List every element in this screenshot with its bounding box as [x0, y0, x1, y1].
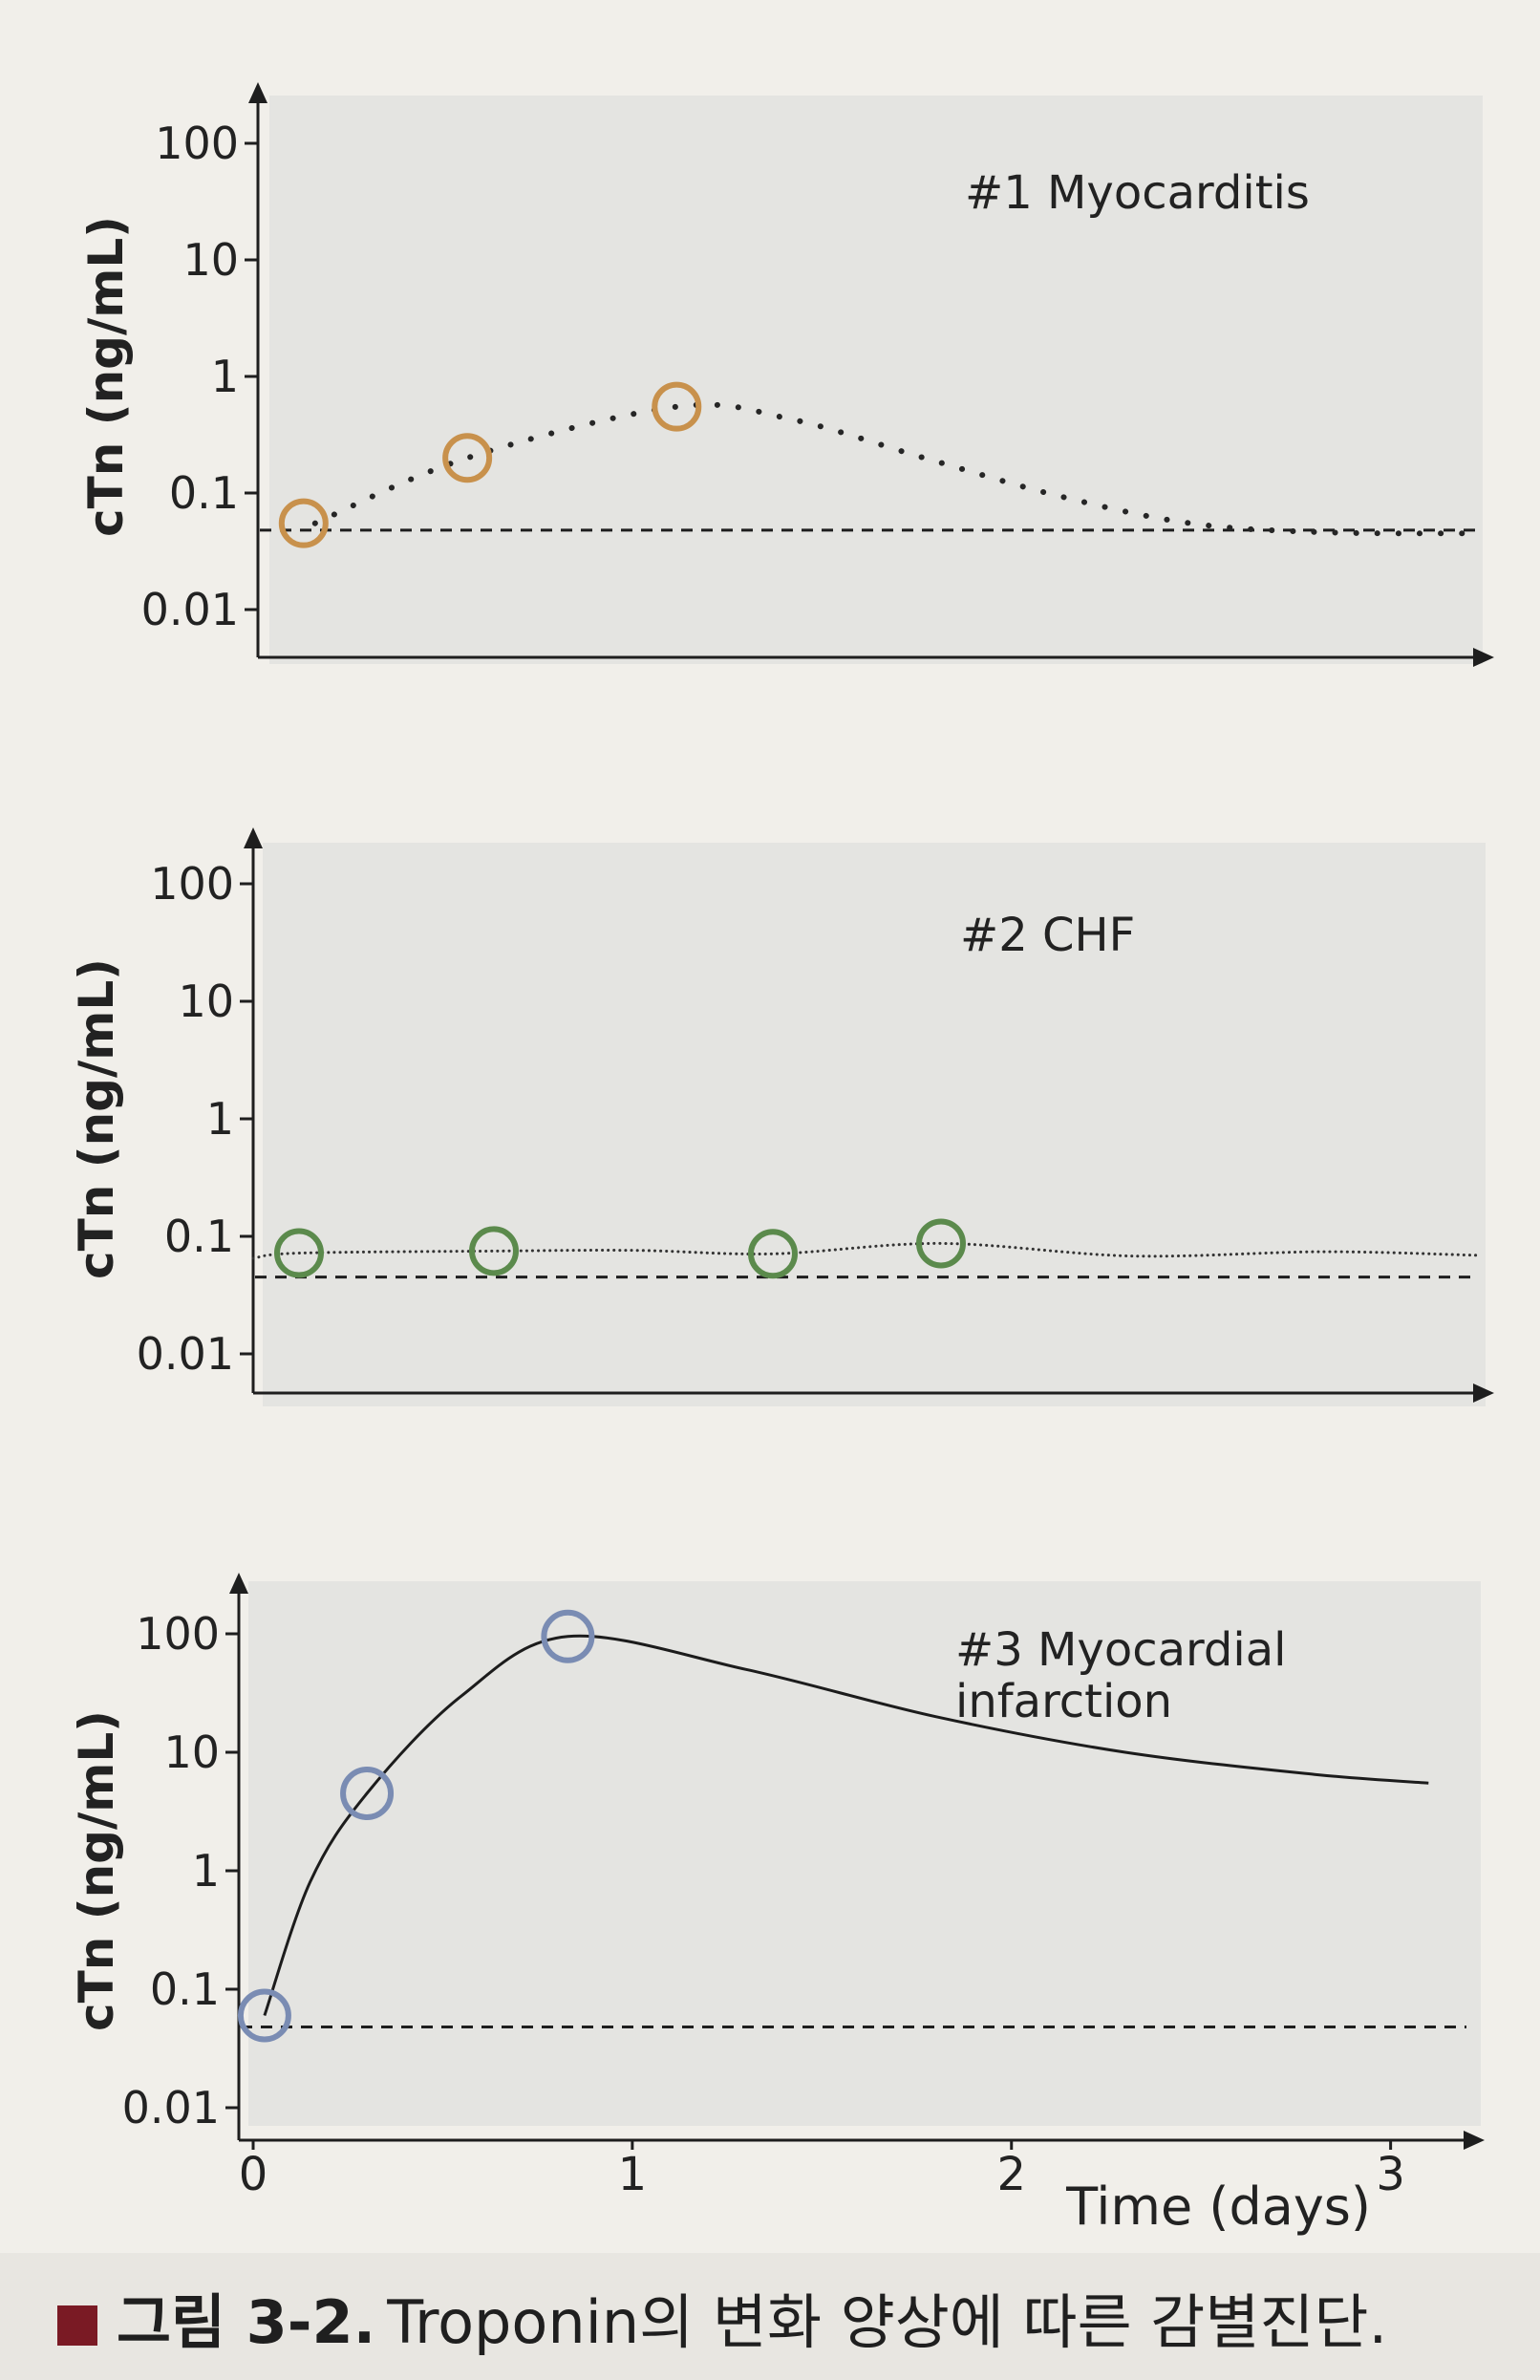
caption-bar: [0, 2253, 1540, 2380]
panel-1-y-axis-arrow-icon: [248, 82, 267, 103]
panel-3-curve: [263, 1634, 1429, 2016]
panel-1-data-point: [442, 433, 493, 483]
panel-1-y-tick-label: 100: [155, 118, 239, 169]
panel-2-y-tick-label: 0.1: [164, 1211, 234, 1262]
panel-1-data-point: [278, 498, 329, 548]
panel-1-title: #1 Myocarditis: [965, 166, 1310, 220]
panel-2-curve: [251, 1241, 1478, 1260]
panel-1-y-tick-label: 0.1: [169, 467, 239, 519]
panel-2-y-axis-arrow-icon: [244, 827, 263, 848]
panel-3-data-point: [237, 1988, 291, 2043]
panel-2-data-point: [916, 1218, 966, 1269]
panel-1-x-axis-arrow-icon: [1473, 648, 1494, 667]
panel-3-x-tick-label: 0: [239, 2148, 268, 2201]
panel-2-title: #2 CHF: [960, 909, 1135, 962]
panel-3-title: #3 Myocardial: [955, 1623, 1286, 1677]
caption-marker-icon: [57, 2305, 97, 2346]
panel-3-x-tick-label: 2: [996, 2148, 1026, 2201]
panel-2-x-axis-arrow-icon: [1473, 1383, 1494, 1403]
panel-2-y-tick-label: 10: [178, 976, 234, 1027]
figure-caption: 그림 3-2. Troponin의 변화 양상에 따른 감별진단.: [57, 2274, 1387, 2360]
panel-1-y-tick-label: 0.01: [141, 584, 239, 635]
panel-2-y-axis-label: cTn (ng/mL): [69, 958, 124, 1279]
panel-1-data-point: [652, 381, 702, 432]
panel-2-background: [263, 843, 1486, 1406]
panel-2-y-tick-label: 100: [150, 858, 234, 910]
panel-3-y-tick-label: 0.1: [150, 1963, 220, 2015]
panel-2-data-point: [469, 1226, 519, 1276]
caption-text: Troponin의 변화 양상에 따른 감별진단.: [387, 2287, 1388, 2357]
panel-3-background: [248, 1581, 1481, 2126]
panel-3-data-point: [541, 1609, 595, 1663]
panel-2-data-point: [748, 1229, 798, 1279]
panel-3-y-axis-arrow-icon: [229, 1573, 248, 1594]
panel-3-y-axis-label: cTn (ng/mL): [69, 1710, 124, 2031]
panel-3-x-axis-label: Time (days): [1065, 2176, 1371, 2237]
panel-3-x-tick-label: 1: [618, 2148, 648, 2201]
panel-3-x-tick-label: 3: [1376, 2148, 1405, 2201]
panel-2-y-tick-label: 1: [206, 1093, 234, 1145]
panel-3-y-tick-label: 10: [163, 1726, 220, 1778]
panel-3-data-point: [340, 1767, 395, 1821]
panel-1-y-axis-label: cTn (ng/mL): [78, 216, 134, 537]
panel-2-y-tick-label: 0.01: [137, 1328, 234, 1380]
panel-3-title: infarction: [955, 1675, 1172, 1728]
panel-1-y-tick-label: 1: [211, 351, 239, 402]
panel-1-background: [269, 96, 1483, 664]
panel-3-y-tick-label: 1: [192, 1845, 220, 1897]
panel-2-data-point: [274, 1228, 324, 1278]
panel-3-x-axis-arrow-icon: [1464, 2131, 1485, 2150]
panel-3-y-tick-label: 0.01: [122, 2082, 220, 2133]
panel-3-y-tick-label: 100: [136, 1608, 220, 1660]
panel-1-y-tick-label: 10: [182, 234, 239, 286]
caption-label: 그림 3-2.: [117, 2287, 376, 2357]
